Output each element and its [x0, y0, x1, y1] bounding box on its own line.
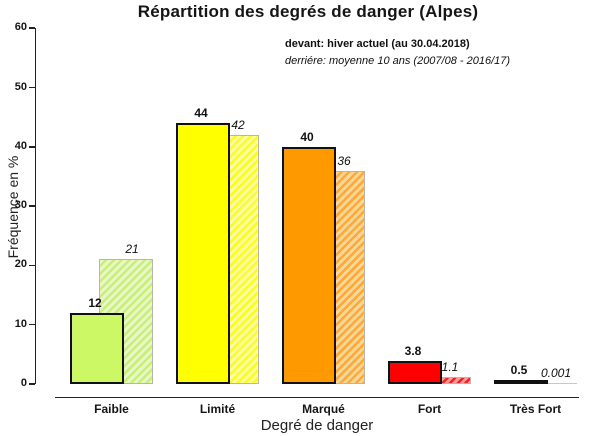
- y-tick-mark: [29, 383, 35, 385]
- y-tick-label: 40: [14, 139, 27, 152]
- y-tick-mark: [29, 86, 35, 89]
- bar-front-1: [176, 123, 230, 384]
- value-label-front-0: 12: [88, 295, 102, 310]
- bar-front-0: [70, 312, 124, 384]
- y-tick-mark: [29, 27, 35, 29]
- bar-front-3: [388, 361, 442, 384]
- bar-back-4: [523, 382, 577, 384]
- value-label-back-3: 1.1: [441, 360, 459, 375]
- legend-back-series: derriére: moyenne 10 ans (2007/08 - 2016…: [285, 55, 511, 67]
- value-label-back-4: 0.001: [540, 365, 572, 380]
- y-tick-mark: [29, 323, 35, 326]
- x-category-0: Faible: [94, 402, 129, 416]
- y-tick-mark: [29, 205, 35, 207]
- y-tick-label: 0: [20, 377, 27, 389]
- value-label-back-0: 21: [125, 242, 139, 257]
- x-category-4: Très Fort: [509, 402, 562, 416]
- value-label-front-3: 3.8: [404, 344, 422, 359]
- x-category-1: Limité: [199, 402, 236, 416]
- y-tick-label: 10: [14, 317, 27, 330]
- value-label-front-4: 0.5: [510, 363, 528, 377]
- y-axis-line: [34, 28, 36, 384]
- y-tick-label: 60: [14, 21, 27, 34]
- y-tick-label: 20: [14, 258, 27, 271]
- bar-front-4: [494, 380, 548, 384]
- value-label-front-2: 40: [300, 129, 314, 144]
- x-category-3: Fort: [417, 402, 442, 416]
- y-tick-label: 30: [14, 199, 27, 212]
- y-tick-mark: [29, 264, 35, 267]
- legend: devant: hiver actuel (au 30.04.2018) der…: [285, 36, 510, 70]
- x-axis-title: Degré de danger: [260, 417, 374, 434]
- legend-front-series: devant: hiver actuel (au 30.04.2018): [285, 38, 470, 50]
- value-label-front-1: 44: [194, 106, 208, 121]
- x-category-2: Marqué: [302, 402, 345, 416]
- value-label-back-1: 42: [231, 117, 245, 132]
- value-label-back-2: 36: [337, 153, 351, 168]
- bar-front-2: [282, 146, 336, 384]
- x-axis-line: [55, 396, 579, 398]
- y-tick-label: 50: [14, 80, 27, 93]
- chart-title: Répartition des degrés de danger (Alpes): [137, 2, 479, 21]
- y-tick-mark: [29, 146, 35, 148]
